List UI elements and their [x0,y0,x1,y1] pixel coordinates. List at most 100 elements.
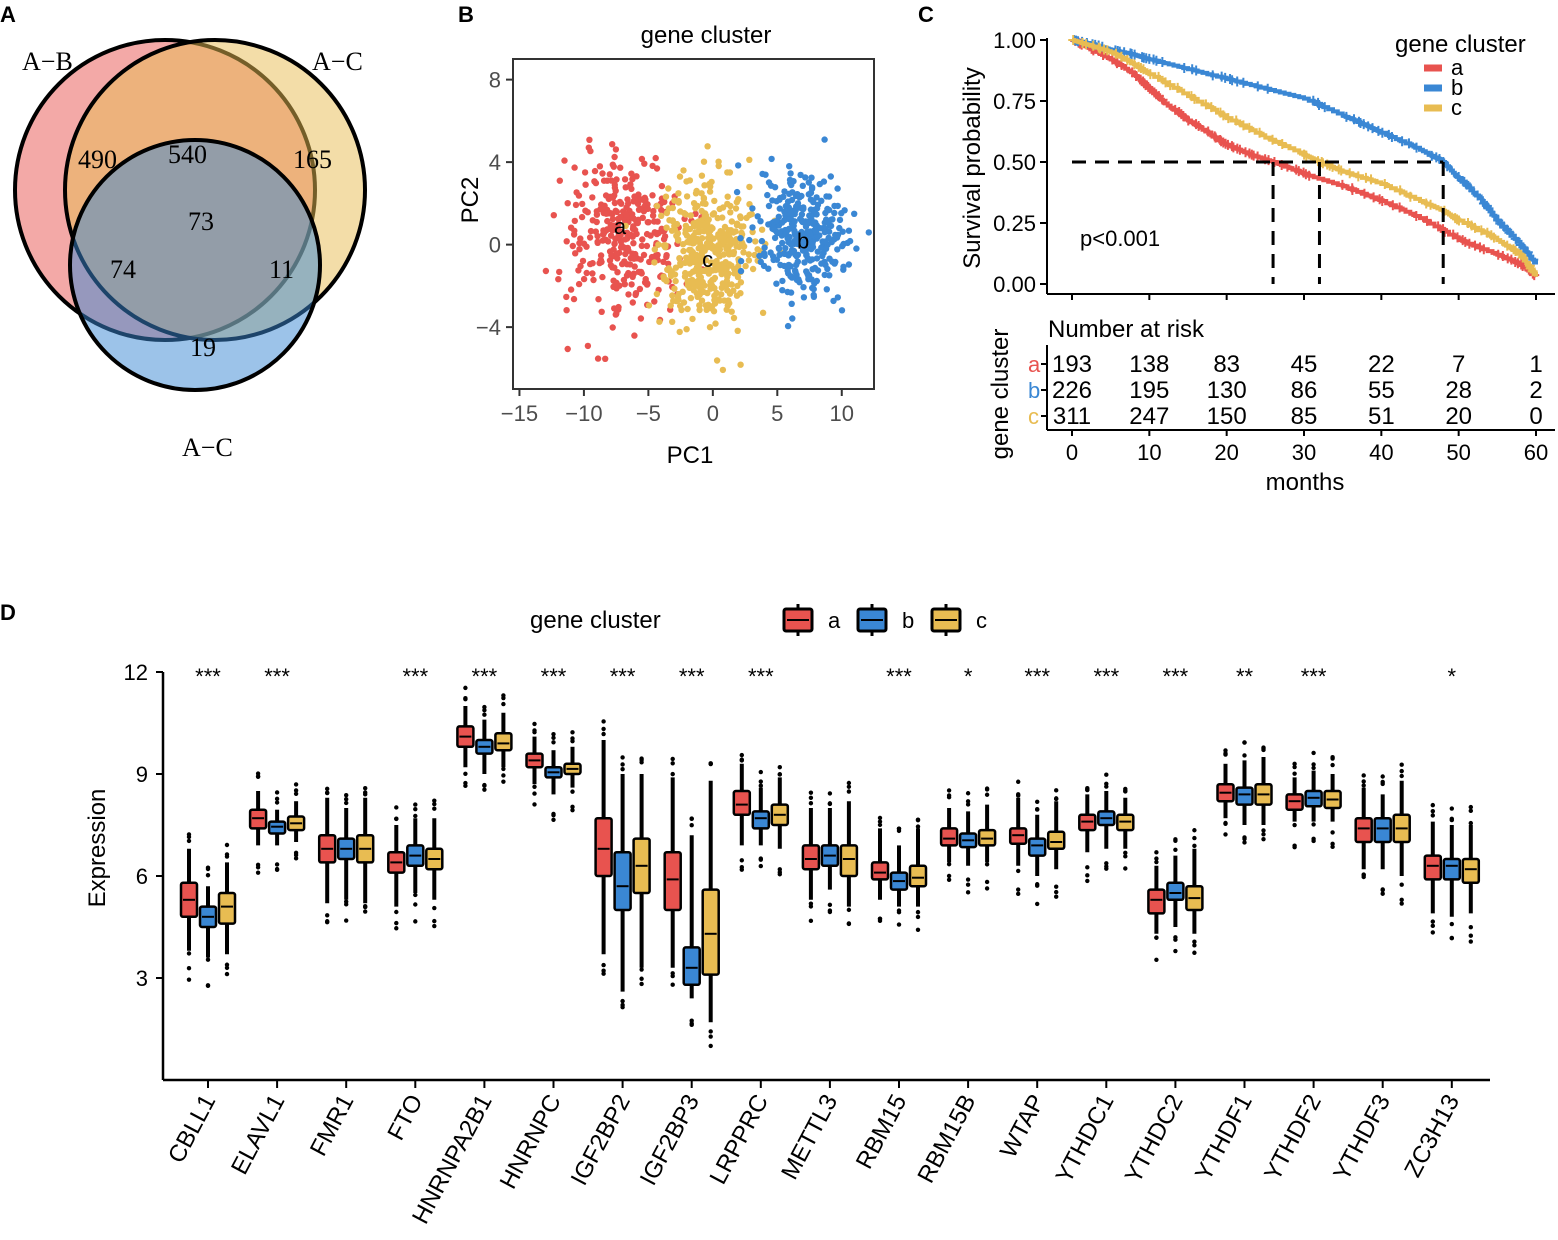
censor-mark-c [1138,64,1149,75]
pca-point-b [792,207,799,214]
outlier-a [946,877,952,882]
pca-point-b [787,170,794,177]
outlier-c [915,817,921,823]
significance-mark: *** [195,664,221,689]
censor-mark-c [1453,215,1464,226]
pca-point-c [656,318,663,325]
pca-point-c [727,209,734,216]
gene-label: WTAP [995,1090,1051,1162]
outlier-c [846,780,852,786]
outlier-a [463,783,468,789]
pca-point-b [805,179,812,186]
risk-row-label-b: b [1028,378,1040,403]
pca-point-c [705,301,712,308]
pca-point-a [584,342,592,350]
pca-point-b [841,207,848,214]
pca-point-b [822,209,829,217]
censor-mark-a [1368,192,1379,203]
outlier-a [877,916,883,922]
outlier-a [463,685,468,691]
pca-point-a [625,291,632,298]
pca-point-c [723,306,730,313]
pca-point-b [794,258,801,265]
pca-point-a [571,217,578,225]
median-survival-lines [1072,160,1445,284]
risk-value-b: 2 [1529,377,1542,404]
censor-mark-a [1387,200,1398,211]
outlier-b [274,800,280,805]
outlier-a [186,832,192,837]
outlier-c [639,976,644,981]
outlier-b [1449,921,1455,927]
panel-label-d: D [0,600,16,625]
censor-mark-c [1517,252,1528,263]
pca-point-a [614,269,621,276]
outlier-c [1192,843,1197,849]
pca-point-a [572,201,580,209]
pca-point-b [807,196,815,203]
outlier-b [1380,774,1385,779]
pca-point-b [764,191,771,199]
outlier-c [224,965,230,971]
pca-point-a [587,260,594,268]
venn-circle-ac-bottom [68,138,322,392]
censor-mark-b [1232,76,1243,87]
significance-mark: *** [1163,664,1189,689]
outlier-c [432,918,437,924]
box-a [939,827,959,847]
outlier-a [325,919,330,924]
pca-point-a [594,238,601,245]
pca-x-tick-label: 10 [830,401,854,426]
pca-point-c [700,158,708,165]
pca-point-a [601,202,608,209]
pca-point-b [831,260,838,267]
pca-point-b [846,237,854,245]
censor-mark-a [1293,166,1304,177]
pca-point-c [669,318,676,325]
pca-point-a [608,252,615,259]
venn-diagram: A A−B A−C A−C 490 540 165 73 74 11 19 [0,2,367,462]
censor-mark-a [1304,170,1315,181]
outlier-a [808,795,814,801]
outlier-b [1173,847,1178,852]
pca-point-b [779,287,786,294]
risk-value-c: 51 [1368,403,1395,430]
outlier-a [1016,891,1021,897]
censor-mark-c [1344,168,1355,179]
pca-point-b [825,193,833,200]
pca-point-c [664,266,671,273]
pca-point-b [823,286,830,293]
outlier-b [689,816,694,821]
outlier-b [274,790,280,795]
censor-mark-a [1411,210,1422,221]
pca-point-b [807,189,815,196]
pca-point-b [771,184,779,191]
outlier-a [1016,868,1021,874]
pca-point-c [723,245,730,252]
km-y-tick-label: 1.00 [993,28,1036,53]
pca-point-b [767,249,774,256]
pca-point-c [676,255,683,262]
outlier-c [432,923,437,929]
outlier-b [1173,837,1178,842]
outlier-c [570,730,575,735]
outlier-b [965,802,971,807]
outlier-c [1399,882,1404,887]
pca-point-c [675,290,682,298]
pca-point-b [810,206,818,214]
pca-point-c [746,156,753,163]
censor-mark-b [1157,56,1168,67]
outlier-c [432,801,437,807]
censor-mark-b [1377,127,1388,138]
pca-point-a [623,272,631,279]
pca-point-a [658,182,666,190]
outlier-b [413,919,418,924]
risk-x-tick-label: 10 [1137,440,1161,465]
outlier-a [601,968,606,973]
outlier-a [1154,850,1159,855]
venn-region-1-2-3: 73 [188,207,214,236]
pca-point-b [819,252,826,260]
pca-point-a [607,232,615,239]
pca-point-a [623,211,630,218]
pca-point-a [638,242,645,250]
